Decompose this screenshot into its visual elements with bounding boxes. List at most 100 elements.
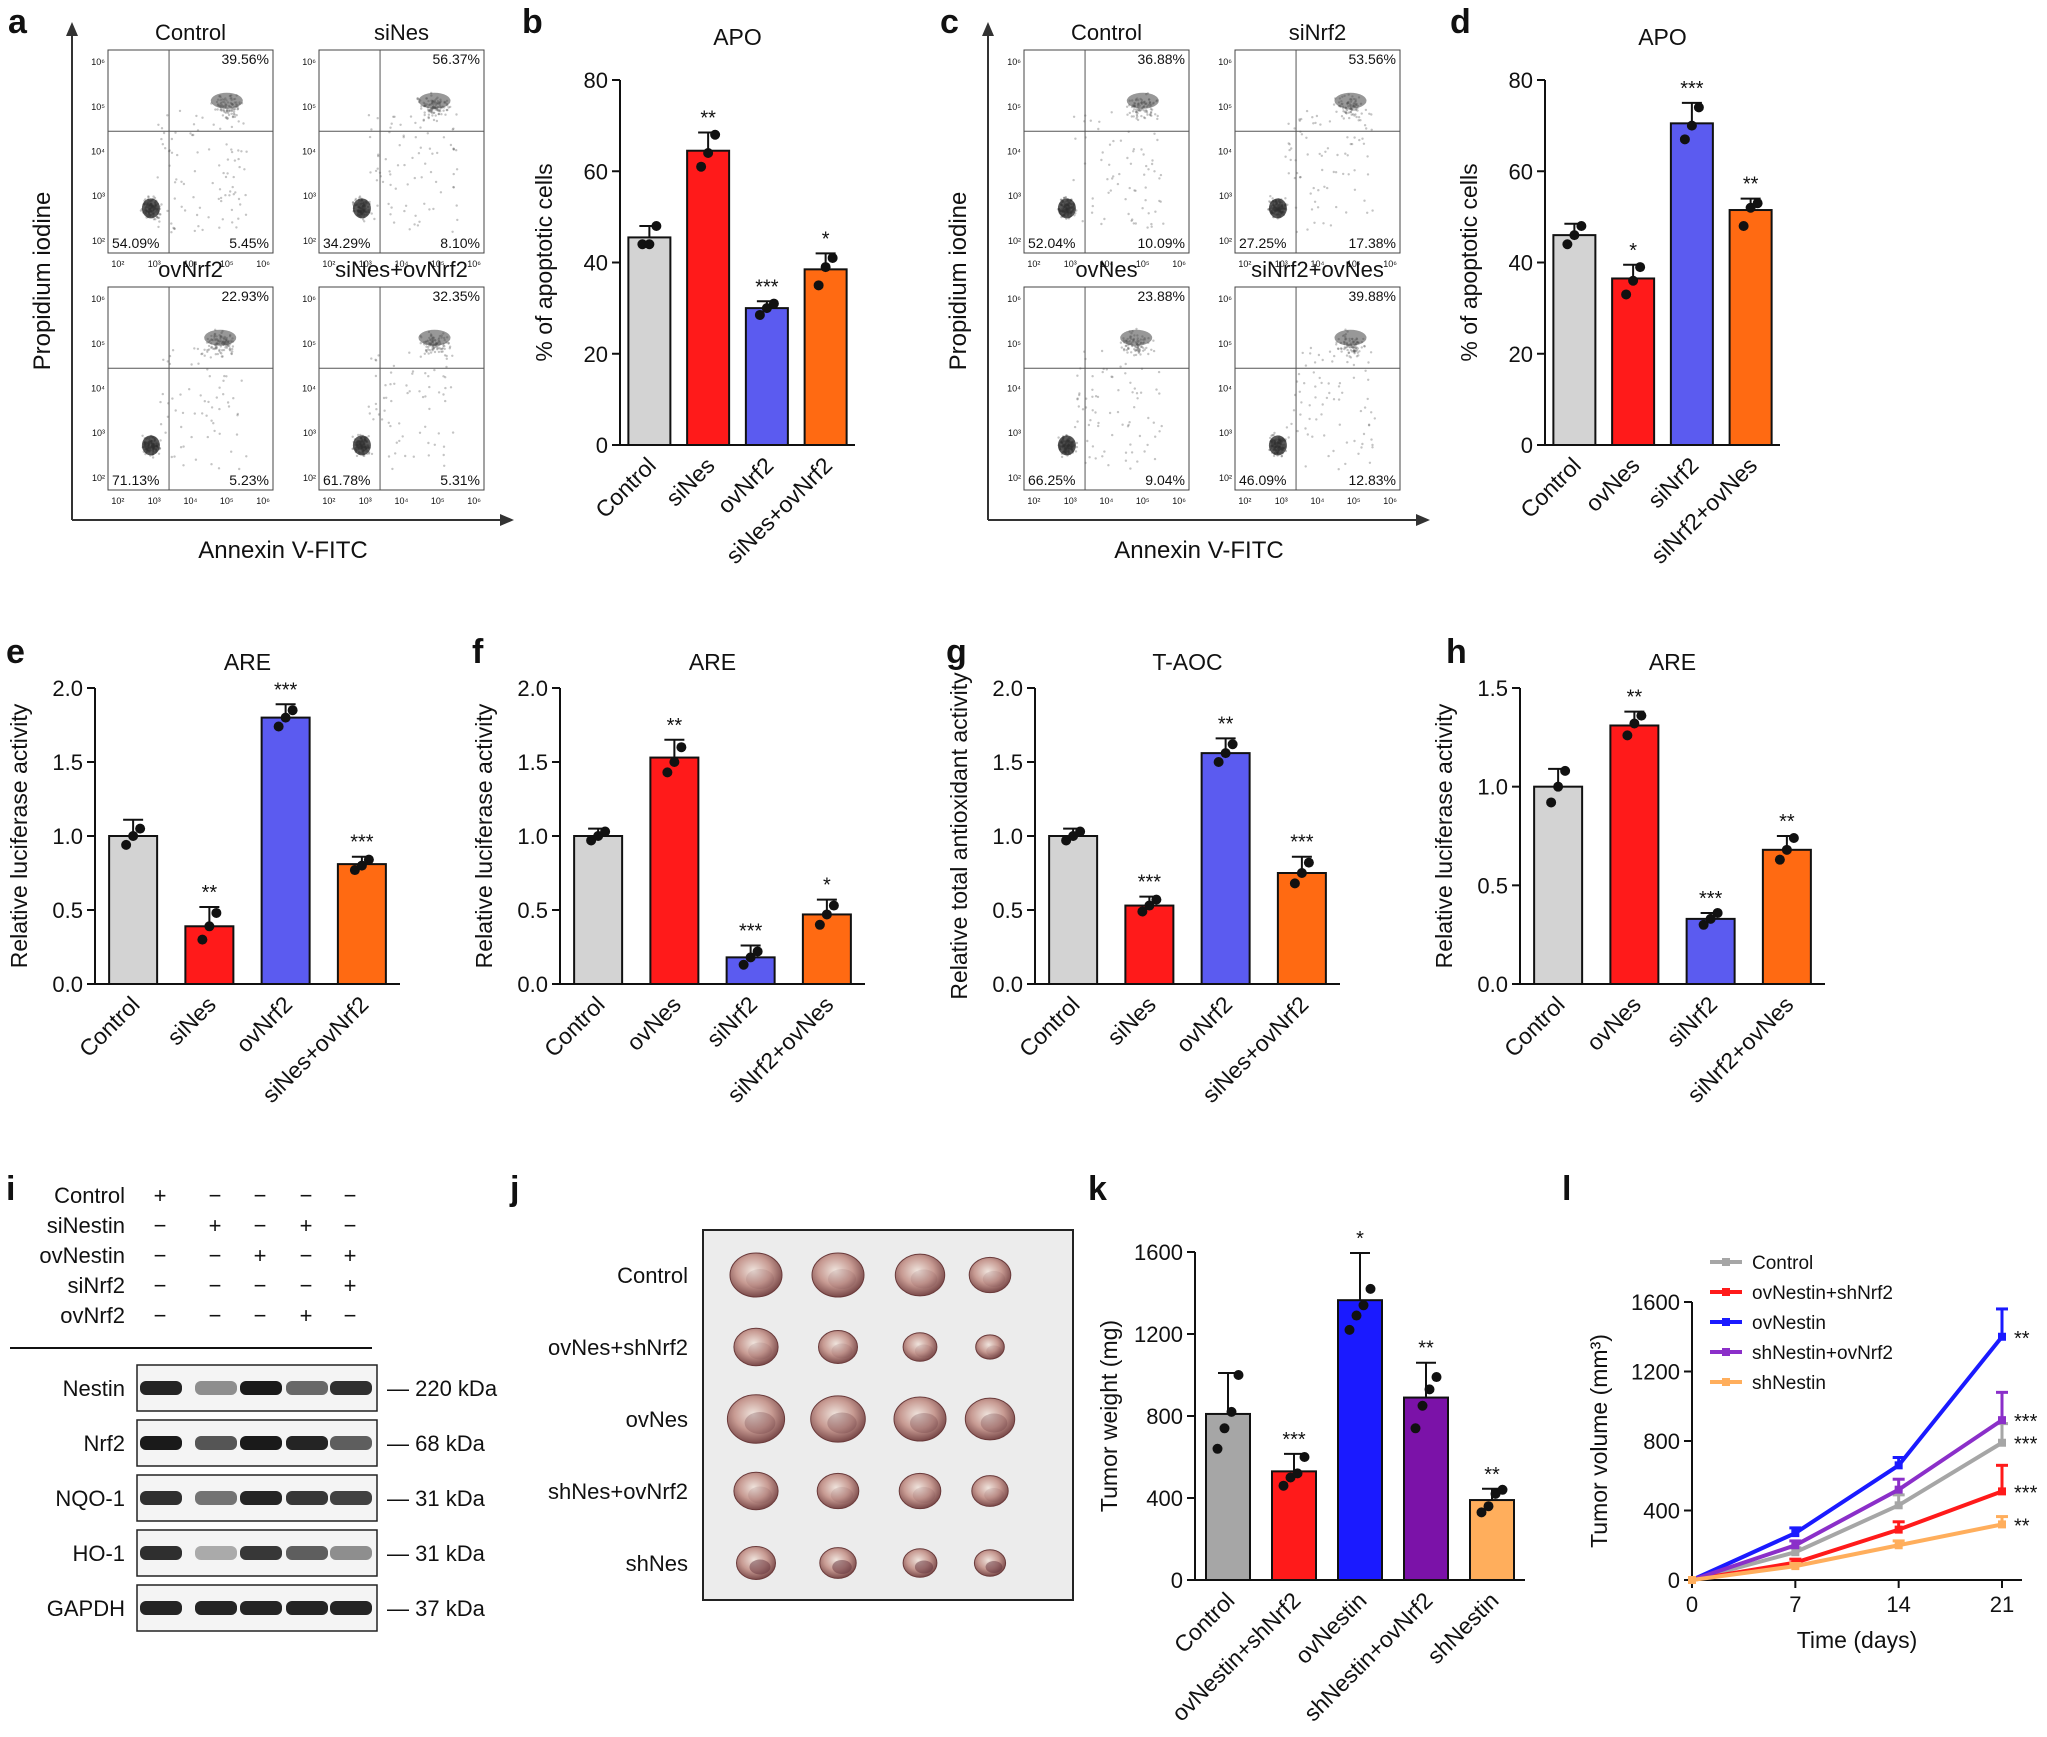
x-tick-label: siNrf2 — [1661, 991, 1722, 1052]
y-axis-label: Relative total antioxidant activity — [946, 672, 972, 1000]
flow-plot-frame — [107, 286, 274, 491]
bar — [1552, 234, 1597, 446]
y-tick-label: 10⁶ — [302, 57, 316, 67]
tumor-shading — [986, 1345, 1002, 1357]
protein-band — [195, 1491, 237, 1505]
flow-plot-title: ovNrf2 — [158, 257, 223, 282]
x-tick-label: 10² — [111, 259, 124, 269]
flow-plot-title: siNrf2+ovNes — [1251, 257, 1384, 282]
data-point — [1622, 730, 1633, 741]
y-tick-label: 60 — [584, 159, 608, 184]
tumor-shading — [985, 1561, 1003, 1573]
y-tick-label: 80 — [584, 68, 608, 93]
x-tick-label: siNrf2 — [701, 991, 762, 1052]
significance-marker: *** — [1138, 872, 1162, 894]
bar — [1403, 1396, 1449, 1582]
y-tick-label: 10⁴ — [1007, 384, 1021, 394]
quadrant-lr-value: 9.04% — [1145, 472, 1185, 488]
data-point — [1296, 868, 1307, 878]
protein-band — [195, 1546, 237, 1560]
y-tick-label: 1.0 — [992, 824, 1023, 849]
y-tick-label: 1.5 — [517, 750, 548, 775]
bar — [686, 149, 731, 446]
flow-plot-frame — [1234, 286, 1401, 491]
y-tick-label: 20 — [1509, 342, 1533, 367]
significance-marker: ** — [1743, 174, 1759, 196]
condition-label: siNestin — [47, 1213, 125, 1238]
protein-band — [330, 1381, 372, 1395]
tumor — [810, 1395, 866, 1443]
protein-band — [286, 1381, 328, 1395]
protein-name: GAPDH — [47, 1596, 125, 1621]
condition-sign: − — [154, 1243, 167, 1268]
data-point — [1212, 1443, 1223, 1454]
tumor-shading — [830, 1487, 854, 1503]
live-cell-cluster — [1057, 435, 1076, 456]
y-tick-label: 10² — [303, 473, 316, 483]
y-tick-label: 0 — [596, 433, 608, 458]
x-tick-label: ovNrf2 — [1171, 991, 1237, 1057]
data-point — [1621, 289, 1632, 300]
x-tick-label: 10² — [111, 496, 124, 506]
y-tick-label: 10³ — [1219, 428, 1232, 438]
x-axis-label: Time (days) — [1797, 1627, 1918, 1653]
legend-marker — [1722, 1288, 1730, 1296]
data-point — [1628, 275, 1639, 286]
data-point — [1151, 894, 1162, 905]
significance-marker: *** — [1282, 1429, 1306, 1451]
y-tick-label: 10² — [303, 236, 316, 246]
panel-label-b: b — [522, 3, 543, 41]
significance-marker: * — [823, 875, 831, 897]
data-point — [813, 280, 824, 291]
x-tick-label: 10⁴ — [1311, 259, 1325, 269]
condition-sign: − — [344, 1183, 357, 1208]
protein-band — [140, 1546, 182, 1560]
quadrant-ll-value: 61.78% — [323, 472, 370, 488]
bar — [1728, 209, 1773, 446]
y-tick-label: 10⁵ — [1218, 102, 1232, 112]
chart-title: ARE — [689, 649, 736, 675]
protein-band — [286, 1436, 328, 1450]
y-tick-label: 10⁶ — [91, 57, 105, 67]
data-point — [1417, 1400, 1428, 1411]
tumor-group-label: ovNes — [626, 1407, 688, 1432]
bar — [1533, 785, 1584, 986]
condition-sign: − — [254, 1213, 267, 1238]
tumor-shading — [828, 1269, 856, 1289]
data-point — [1679, 134, 1690, 145]
y-axis-label: Tumor weight (mg) — [1096, 1320, 1122, 1512]
x-tick-label: ovNes — [1580, 452, 1644, 516]
x-tick-label: Control — [539, 991, 610, 1062]
condition-sign: − — [254, 1303, 267, 1328]
y-tick-label: 0.5 — [517, 898, 548, 923]
data-point — [1424, 1384, 1435, 1395]
data-point — [738, 959, 749, 970]
protein-band — [240, 1436, 282, 1450]
x-tick-label: 10⁵ — [1136, 259, 1150, 269]
quadrant-ur-value: 56.37% — [433, 51, 480, 67]
quadrant-lr-value: 5.31% — [440, 472, 480, 488]
x-tick-label: 10⁴ — [1100, 259, 1114, 269]
quadrant-ur-value: 36.88% — [1138, 51, 1185, 67]
y-tick-label: 10⁴ — [302, 147, 316, 157]
data-point — [1213, 757, 1224, 767]
data-point — [821, 909, 832, 920]
y-tick-label: 800 — [1643, 1429, 1680, 1454]
condition-sign: − — [300, 1183, 313, 1208]
data-point — [1278, 1480, 1289, 1491]
y-tick-label: 0 — [1521, 433, 1533, 458]
panel-label-d: d — [1450, 3, 1471, 41]
condition-sign: − — [300, 1273, 313, 1298]
x-tick-label: 10⁵ — [1347, 259, 1361, 269]
y-arrow-head — [982, 22, 994, 36]
bar — [573, 835, 624, 985]
quadrant-ll-value: 54.09% — [112, 235, 159, 251]
chart-title: ARE — [224, 649, 271, 675]
quadrant-lr-value: 5.23% — [229, 472, 269, 488]
y-tick-label: 20 — [584, 342, 608, 367]
quadrant-ll-value: 27.25% — [1239, 235, 1286, 251]
x-tick-label: 10² — [1238, 259, 1251, 269]
condition-sign: + — [344, 1243, 357, 1268]
protein-band — [195, 1601, 237, 1615]
y-axis-label: % of apoptotic cells — [531, 163, 557, 361]
